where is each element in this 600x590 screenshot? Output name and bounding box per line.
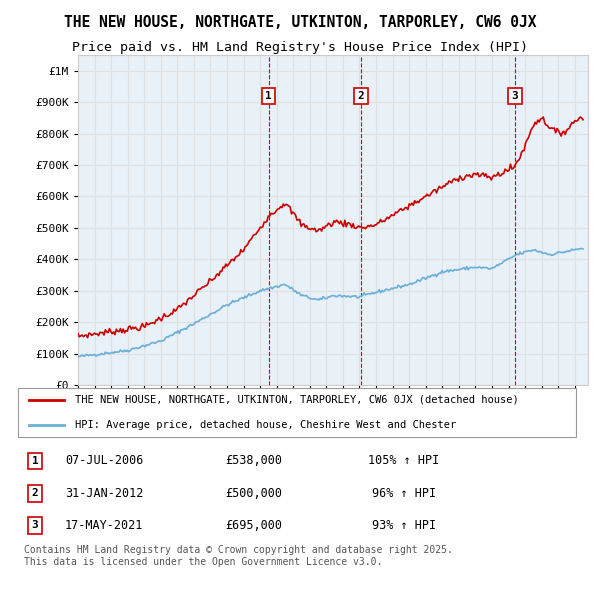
Text: THE NEW HOUSE, NORTHGATE, UTKINTON, TARPORLEY, CW6 0JX (detached house): THE NEW HOUSE, NORTHGATE, UTKINTON, TARP… [76, 395, 519, 405]
Text: £500,000: £500,000 [226, 487, 283, 500]
Text: 3: 3 [511, 91, 518, 101]
Text: HPI: Average price, detached house, Cheshire West and Chester: HPI: Average price, detached house, Ches… [76, 420, 457, 430]
Text: £695,000: £695,000 [226, 519, 283, 532]
Text: 3: 3 [32, 520, 38, 530]
Text: 1: 1 [265, 91, 272, 101]
Text: 2: 2 [358, 91, 364, 101]
Text: 1: 1 [32, 456, 38, 466]
Text: Price paid vs. HM Land Registry's House Price Index (HPI): Price paid vs. HM Land Registry's House … [72, 41, 528, 54]
Text: 105% ↑ HPI: 105% ↑ HPI [368, 454, 439, 467]
Text: 31-JAN-2012: 31-JAN-2012 [65, 487, 143, 500]
Text: Contains HM Land Registry data © Crown copyright and database right 2025.
This d: Contains HM Land Registry data © Crown c… [23, 545, 452, 566]
Text: 07-JUL-2006: 07-JUL-2006 [65, 454, 143, 467]
Text: 2: 2 [32, 488, 38, 498]
FancyBboxPatch shape [18, 388, 577, 437]
Text: 96% ↑ HPI: 96% ↑ HPI [371, 487, 436, 500]
Text: £538,000: £538,000 [226, 454, 283, 467]
Text: 93% ↑ HPI: 93% ↑ HPI [371, 519, 436, 532]
Text: THE NEW HOUSE, NORTHGATE, UTKINTON, TARPORLEY, CW6 0JX: THE NEW HOUSE, NORTHGATE, UTKINTON, TARP… [64, 15, 536, 31]
Text: 17-MAY-2021: 17-MAY-2021 [65, 519, 143, 532]
